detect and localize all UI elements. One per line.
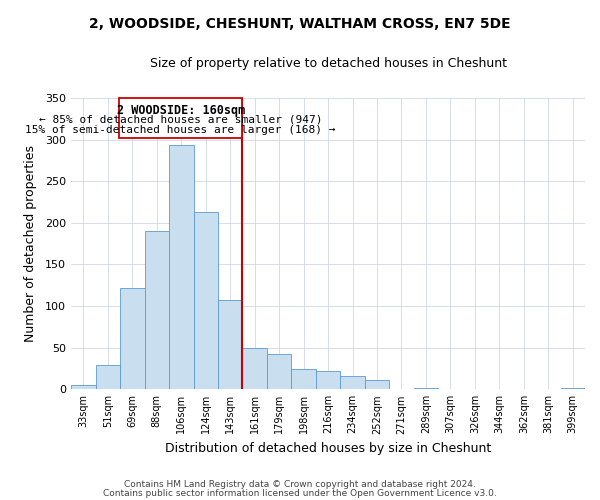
Bar — [316, 371, 340, 390]
Bar — [95, 365, 120, 390]
Y-axis label: Number of detached properties: Number of detached properties — [24, 145, 37, 342]
Bar — [267, 354, 292, 390]
Bar — [218, 300, 242, 390]
FancyBboxPatch shape — [119, 98, 242, 138]
Bar — [71, 385, 95, 390]
Bar — [292, 370, 316, 390]
Text: 2 WOODSIDE: 160sqm: 2 WOODSIDE: 160sqm — [116, 104, 245, 117]
Title: Size of property relative to detached houses in Cheshunt: Size of property relative to detached ho… — [149, 58, 506, 70]
Bar — [145, 231, 169, 390]
Bar — [560, 388, 585, 390]
Bar — [365, 380, 389, 390]
Text: 15% of semi-detached houses are larger (168) →: 15% of semi-detached houses are larger (… — [25, 124, 336, 134]
Text: ← 85% of detached houses are smaller (947): ← 85% of detached houses are smaller (94… — [39, 114, 322, 124]
Bar — [120, 288, 145, 390]
Bar — [194, 212, 218, 390]
Text: 2, WOODSIDE, CHESHUNT, WALTHAM CROSS, EN7 5DE: 2, WOODSIDE, CHESHUNT, WALTHAM CROSS, EN… — [89, 18, 511, 32]
Bar — [340, 376, 365, 390]
Bar — [169, 146, 194, 390]
Text: Contains HM Land Registry data © Crown copyright and database right 2024.: Contains HM Land Registry data © Crown c… — [124, 480, 476, 489]
Bar — [414, 388, 438, 390]
X-axis label: Distribution of detached houses by size in Cheshunt: Distribution of detached houses by size … — [165, 442, 491, 455]
Bar — [242, 348, 267, 390]
Text: Contains public sector information licensed under the Open Government Licence v3: Contains public sector information licen… — [103, 488, 497, 498]
